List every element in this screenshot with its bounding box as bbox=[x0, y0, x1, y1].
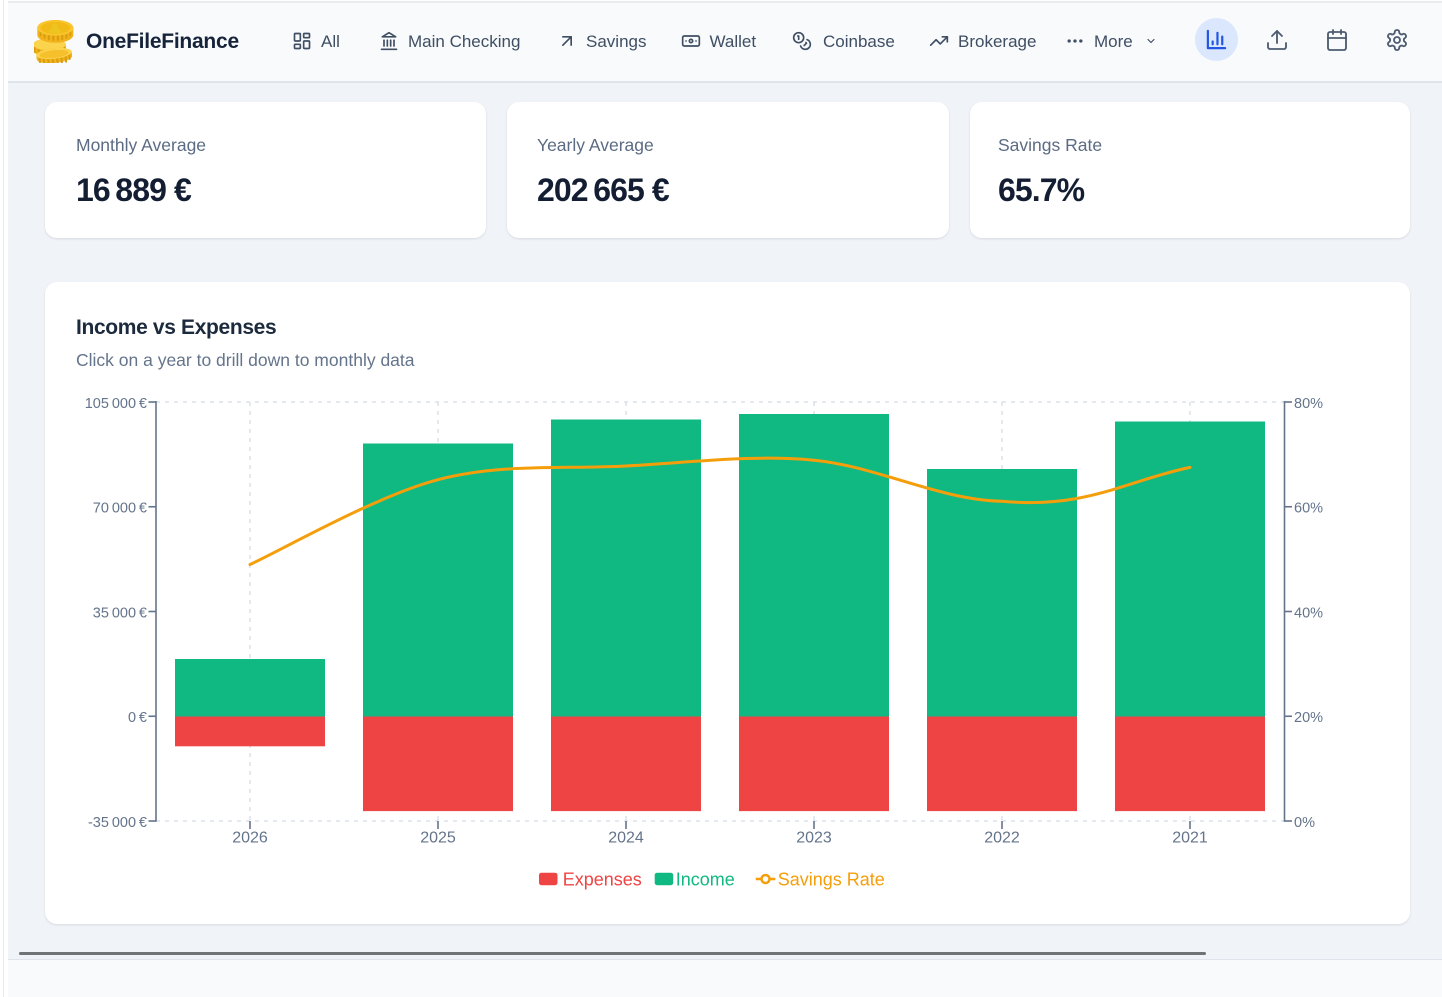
svg-text:2026: 2026 bbox=[232, 830, 268, 847]
svg-text:40%: 40% bbox=[1294, 605, 1323, 621]
svg-text:2024: 2024 bbox=[608, 830, 644, 847]
svg-text:Income: Income bbox=[676, 870, 735, 890]
svg-text:2025: 2025 bbox=[420, 830, 456, 847]
svg-text:80%: 80% bbox=[1294, 396, 1323, 412]
svg-text:2021: 2021 bbox=[1172, 830, 1208, 847]
svg-text:0%: 0% bbox=[1294, 815, 1315, 831]
svg-text:60%: 60% bbox=[1294, 501, 1323, 517]
svg-text:-35 000 €: -35 000 € bbox=[88, 815, 147, 831]
svg-text:70 000 €: 70 000 € bbox=[93, 501, 147, 517]
svg-text:35 000 €: 35 000 € bbox=[93, 605, 147, 621]
svg-text:Savings Rate: Savings Rate bbox=[778, 870, 885, 890]
svg-text:Expenses: Expenses bbox=[563, 870, 642, 890]
svg-text:2022: 2022 bbox=[984, 830, 1020, 847]
svg-text:20%: 20% bbox=[1294, 710, 1323, 726]
svg-text:105 000 €: 105 000 € bbox=[85, 396, 147, 412]
svg-text:2023: 2023 bbox=[796, 830, 832, 847]
svg-text:0 €: 0 € bbox=[128, 710, 147, 726]
